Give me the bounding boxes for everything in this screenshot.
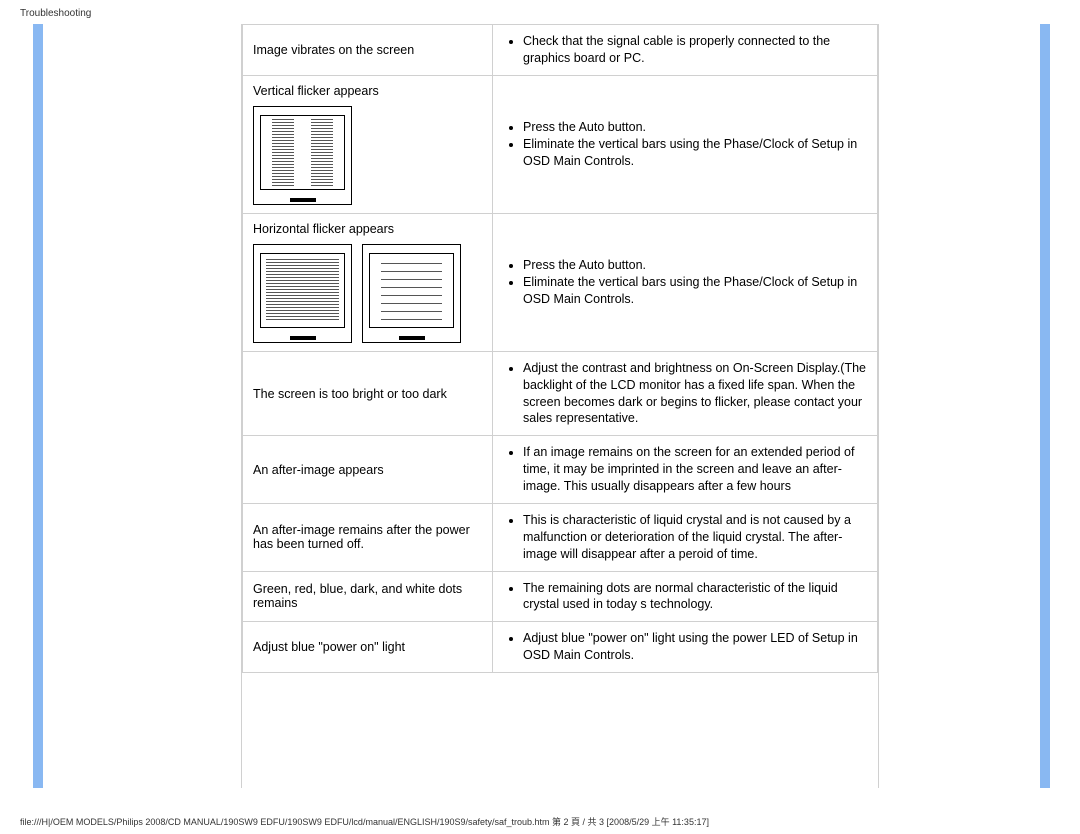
problem-text: Image vibrates on the screen [253, 43, 482, 57]
problem-text: An after-image remains after the power h… [253, 523, 482, 551]
solution-item: Eliminate the vertical bars using the Ph… [523, 274, 867, 308]
left-color-bar [33, 24, 43, 788]
problem-text: An after-image appears [253, 463, 482, 477]
problem-text: Horizontal flicker appears [253, 222, 482, 236]
table-row: Adjust blue "power on" light Adjust blue … [243, 622, 878, 673]
table-row: Green, red, blue, dark, and white dots r… [243, 571, 878, 622]
problem-cell: The screen is too bright or too dark [243, 351, 493, 436]
solution-list: Press the Auto button.Eliminate the vert… [503, 119, 867, 170]
solution-cell: If an image remains on the screen for an… [493, 436, 878, 504]
solution-cell: This is characteristic of liquid crystal… [493, 503, 878, 571]
inner-wrap: Image vibrates on the screen Check that t… [43, 24, 1040, 788]
solution-item: Adjust the contrast and brightness on On… [523, 360, 867, 428]
solution-item: Check that the signal cable is properly … [523, 33, 867, 67]
table-row: Vertical flicker appears Press the Auto b… [243, 75, 878, 213]
solution-cell: The remaining dots are normal characteri… [493, 571, 878, 622]
solution-item: If an image remains on the screen for an… [523, 444, 867, 495]
footer-path: file:///H|/OEM MODELS/Philips 2008/CD MA… [20, 815, 709, 828]
solution-list: Check that the signal cable is properly … [503, 33, 867, 67]
troubleshooting-column: Image vibrates on the screen Check that t… [241, 24, 879, 788]
problem-cell: Horizontal flicker appears [243, 213, 493, 351]
troubleshooting-table: Image vibrates on the screen Check that t… [242, 24, 878, 673]
right-color-bar [1040, 24, 1050, 788]
problem-cell: Green, red, blue, dark, and white dots r… [243, 571, 493, 622]
solution-list: If an image remains on the screen for an… [503, 444, 867, 495]
problem-text: Vertical flicker appears [253, 84, 482, 98]
vertical-flicker-icon [253, 106, 352, 205]
table-row: The screen is too bright or too dark Adju… [243, 351, 878, 436]
problem-cell: Vertical flicker appears [243, 75, 493, 213]
solution-list: The remaining dots are normal characteri… [503, 580, 867, 614]
solution-item: Adjust blue "power on" light using the p… [523, 630, 867, 664]
problem-cell: Image vibrates on the screen [243, 25, 493, 76]
solution-cell: Adjust blue "power on" light using the p… [493, 622, 878, 673]
solution-list: Adjust the contrast and brightness on On… [503, 360, 867, 428]
problem-text: Adjust blue "power on" light [253, 640, 482, 654]
problem-cell: An after-image remains after the power h… [243, 503, 493, 571]
table-row: An after-image remains after the power h… [243, 503, 878, 571]
table-row: Horizontal flicker appears Press the Auto… [243, 213, 878, 351]
problem-text: Green, red, blue, dark, and white dots r… [253, 582, 482, 610]
page-frame: Image vibrates on the screen Check that t… [33, 24, 1050, 788]
solution-cell: Press the Auto button.Eliminate the vert… [493, 213, 878, 351]
solution-item: The remaining dots are normal characteri… [523, 580, 867, 614]
solution-list: This is characteristic of liquid crystal… [503, 512, 867, 563]
problem-text: The screen is too bright or too dark [253, 387, 482, 401]
solution-cell: Adjust the contrast and brightness on On… [493, 351, 878, 436]
solution-cell: Press the Auto button.Eliminate the vert… [493, 75, 878, 213]
table-row: An after-image appears If an image remain… [243, 436, 878, 504]
solution-list: Press the Auto button.Eliminate the vert… [503, 257, 867, 308]
solution-item: Press the Auto button. [523, 257, 867, 274]
solution-item: Eliminate the vertical bars using the Ph… [523, 136, 867, 170]
solution-cell: Check that the signal cable is properly … [493, 25, 878, 76]
solution-item: This is characteristic of liquid crystal… [523, 512, 867, 563]
horizontal-flicker-icon [253, 244, 482, 343]
solution-item: Press the Auto button. [523, 119, 867, 136]
page-header: Troubleshooting [20, 8, 91, 19]
problem-cell: Adjust blue "power on" light [243, 622, 493, 673]
table-row: Image vibrates on the screen Check that t… [243, 25, 878, 76]
solution-list: Adjust blue "power on" light using the p… [503, 630, 867, 664]
problem-cell: An after-image appears [243, 436, 493, 504]
